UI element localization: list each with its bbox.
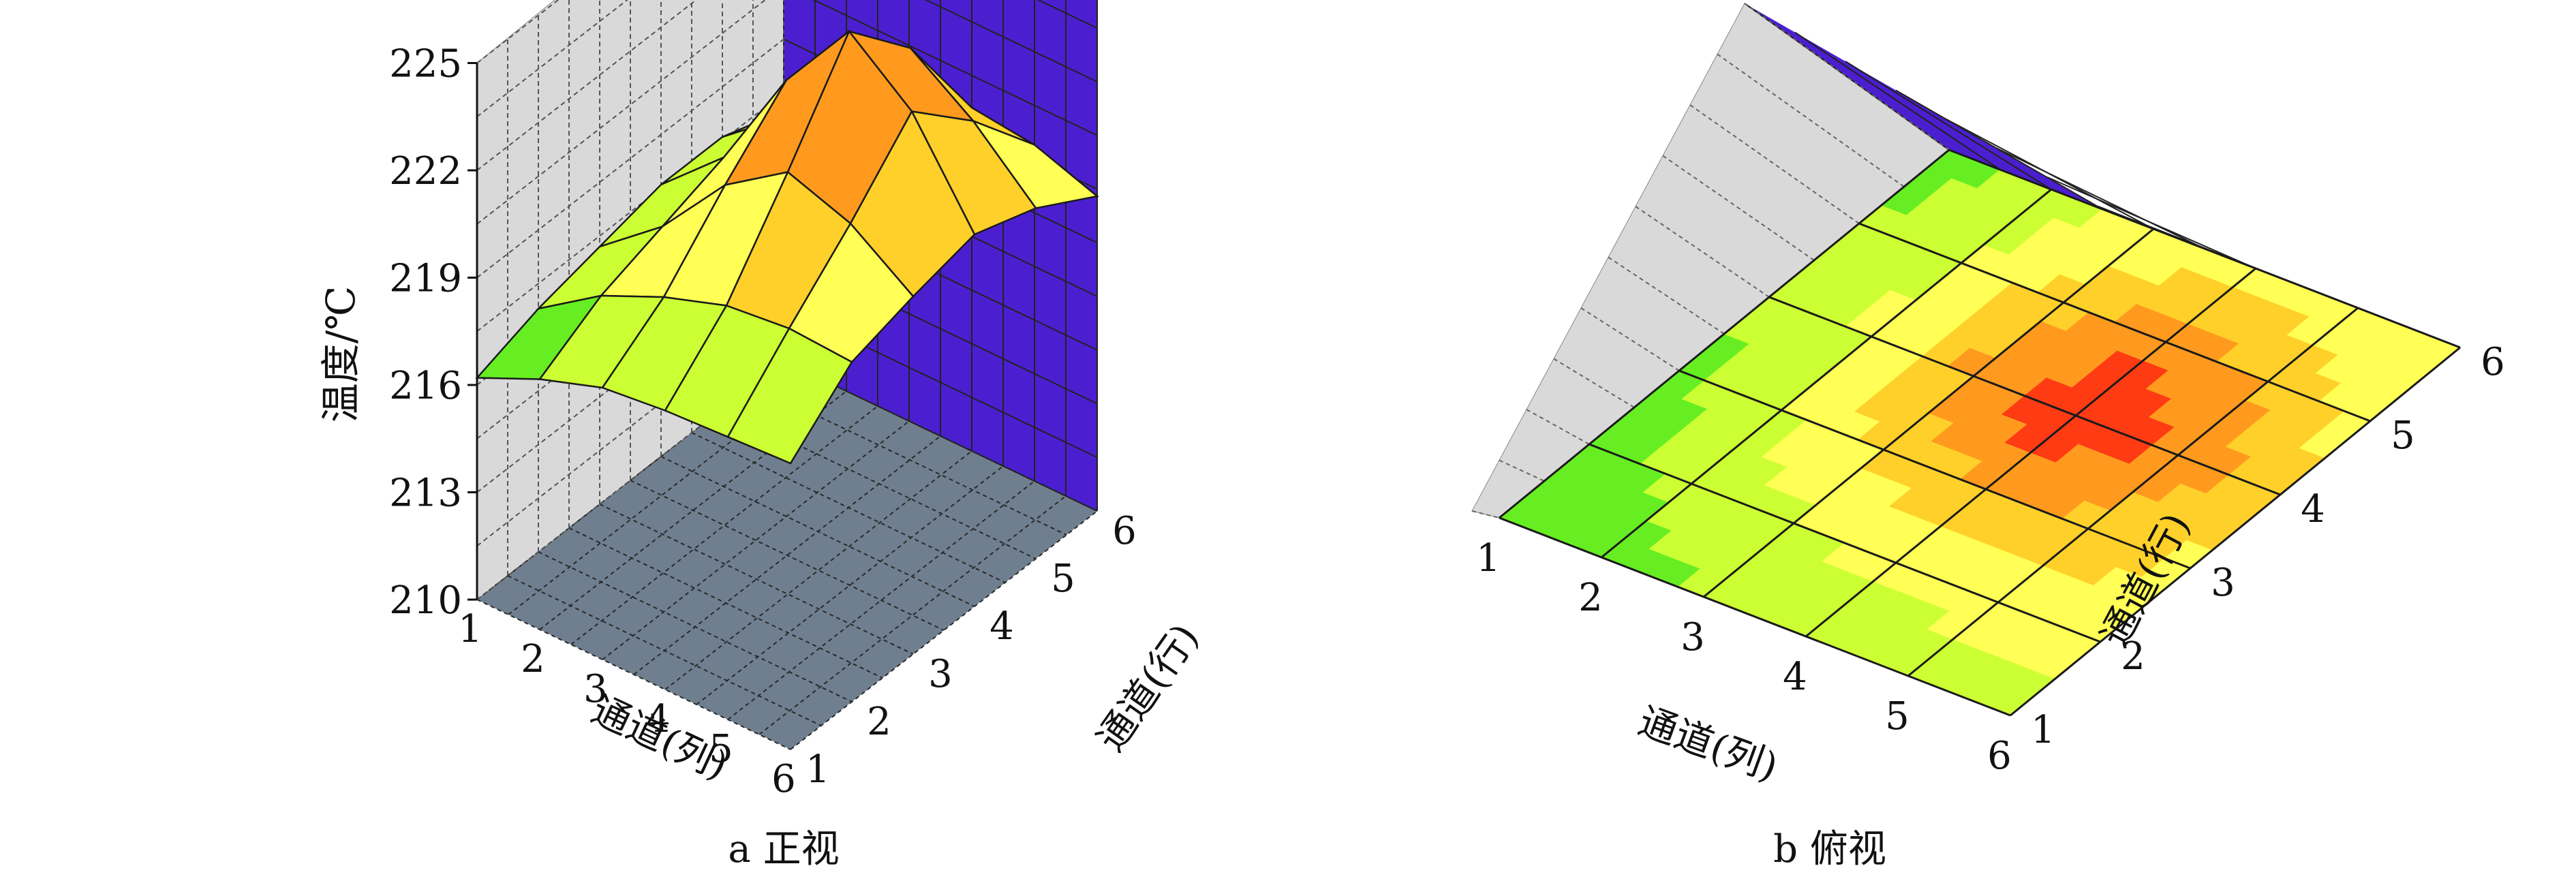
back-wall-grid-line <box>1845 61 2052 190</box>
x-tick-label: 4 <box>1783 655 1807 699</box>
x-tick-label: 5 <box>709 727 733 771</box>
back-wall-grid-line <box>1037 0 1098 29</box>
x-tick-label: 2 <box>521 637 545 681</box>
back-wall-grid-line <box>2046 176 2256 269</box>
surface-grid-line <box>1499 149 1950 519</box>
x-tick-label: 1 <box>458 607 482 651</box>
floor-grid-line <box>599 504 914 655</box>
surface-grid-line <box>1907 307 2359 677</box>
floor-grid-line <box>664 450 972 690</box>
z-axis-label: 温度/℃ <box>318 286 364 422</box>
surface-grid-line <box>1948 149 2461 349</box>
y-tick-label: 6 <box>2481 340 2505 384</box>
surface-grid-line <box>1601 188 2052 559</box>
surface-grid-line <box>1589 443 2101 643</box>
x-tick-label: 4 <box>646 697 671 741</box>
x-tick-label: 6 <box>1987 734 2012 778</box>
temperature-surface <box>475 29 1099 465</box>
floor-grid-line <box>691 432 1006 583</box>
z-tick-label: 222 <box>389 149 462 194</box>
left-wall-grid-line <box>1553 358 1635 408</box>
left-wall-grid-line <box>1608 256 1725 335</box>
floor-grid-line <box>727 480 1035 720</box>
floor-grid-line <box>568 527 883 679</box>
y-tick-label: 1 <box>2031 708 2055 752</box>
x-tick-label: 1 <box>1476 536 1501 581</box>
y-axis-label: 通道(行) <box>1089 616 1208 760</box>
temperature-surface <box>1499 149 2461 717</box>
floor-grid-line <box>602 420 910 660</box>
z-tick-label: 210 <box>389 578 462 623</box>
z-axis-ticks: 210 213 216 219 222 225 <box>389 42 477 623</box>
y-tick-label: 4 <box>2301 487 2325 531</box>
back-wall-grid-line <box>1996 147 2205 249</box>
left-wall-grid-line <box>1717 53 1905 187</box>
surface-grid-line <box>1703 228 2154 598</box>
floor-grid-line <box>790 510 1098 750</box>
surface-grid-line <box>1805 267 2256 638</box>
y-tick-label: 2 <box>867 700 891 744</box>
z-tick-label: 225 <box>389 42 462 87</box>
surface-grid-line <box>1858 222 2371 422</box>
x-tick-label: 3 <box>1681 615 1705 660</box>
x-tick-label: 2 <box>1578 576 1603 620</box>
panel-b-caption: b 俯视 <box>1773 827 1886 871</box>
left-wall-grid-line <box>1662 155 1815 261</box>
y-tick-label: 3 <box>2211 561 2235 605</box>
floor-grid-line <box>570 405 878 645</box>
floor-grid-line <box>660 456 975 607</box>
z-tick-label: 219 <box>389 257 462 301</box>
y-tick-label: 4 <box>990 604 1014 649</box>
surface-facet <box>726 327 853 465</box>
floor-grid-line <box>752 384 1067 536</box>
panel-a-caption: a 正视 <box>728 827 839 871</box>
surface-grid-line <box>2010 346 2461 717</box>
y-axis-ticks: 1 2 3 4 5 6 <box>2031 340 2505 752</box>
left-wall-grid-line <box>1499 459 1545 482</box>
x-tick-label: 3 <box>583 667 608 711</box>
floor-grid-line <box>722 408 1037 559</box>
floor-grid-line <box>758 495 1067 735</box>
surface-grid-line <box>1768 296 2281 496</box>
x-axis-ticks: 1 2 3 4 5 6 <box>1476 536 2012 778</box>
back-wall-grid-line <box>1794 31 2001 170</box>
surface-grid-line <box>1678 369 2191 570</box>
surface-grid-line <box>1499 516 2011 717</box>
y-tick-label: 5 <box>2391 414 2415 458</box>
y-tick-label: 3 <box>928 652 953 696</box>
floor-grid-line <box>696 465 1004 705</box>
z-tick-label: 213 <box>389 472 462 516</box>
y-tick-label: 6 <box>1112 509 1137 553</box>
y-tick-label: 1 <box>806 747 830 792</box>
x-tick-label: 6 <box>771 757 796 801</box>
y-tick-label: 2 <box>2121 634 2145 679</box>
back-wall-grid-line <box>1744 3 1950 151</box>
z-tick-label: 216 <box>389 364 462 408</box>
y-tick-label: 5 <box>1051 557 1075 601</box>
x-axis-label: 通道(列) <box>1633 699 1783 790</box>
floor-grid-line <box>633 435 941 675</box>
x-tick-label: 5 <box>1885 694 1910 739</box>
floor-grid-line <box>630 480 945 631</box>
left-wall-grid-line <box>1471 510 1500 519</box>
